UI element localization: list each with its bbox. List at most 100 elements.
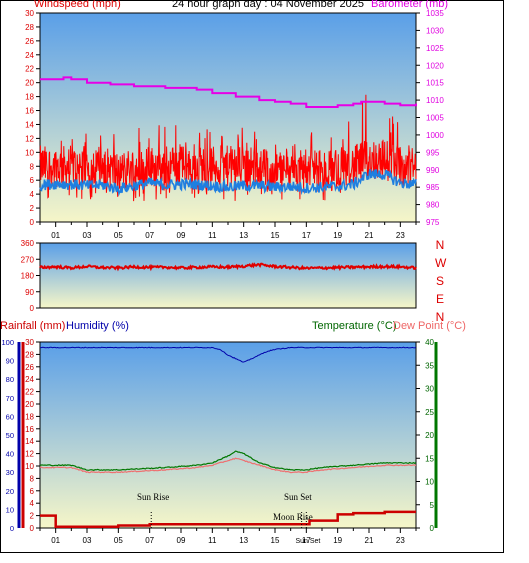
wind-x-label: 03 xyxy=(83,231,92,240)
temp-tick-label: 15 xyxy=(425,454,434,463)
humidity-axis-title: Humidity (%) xyxy=(66,320,129,332)
rain-tick-label: 4 xyxy=(30,499,35,508)
humidity-tick-label: 10 xyxy=(6,505,14,514)
wind-tick-label: 24 xyxy=(25,51,34,60)
wind-x-label: 19 xyxy=(333,231,342,240)
wind-tick-label: 26 xyxy=(25,37,34,46)
temperature-axis-title: Temperature (°C) xyxy=(312,320,397,332)
rain-tick-label: 16 xyxy=(25,425,34,434)
baro-tick-label: 1010 xyxy=(426,96,444,105)
wind-panel xyxy=(39,12,417,223)
baro-tick-label: 1035 xyxy=(426,9,444,18)
baro-tick-label: 1000 xyxy=(426,131,444,140)
baro-tick-label: 975 xyxy=(426,218,440,227)
rain-x-label: 03 xyxy=(83,536,92,545)
humidity-tick-label: 0 xyxy=(10,524,14,533)
wind-x-label: 09 xyxy=(177,231,186,240)
dir-tick-label: 270 xyxy=(21,255,35,264)
wind-tick-label: 4 xyxy=(30,190,35,199)
sun-set-axis-label: Sun Set xyxy=(295,538,320,545)
temp-tick-label: 5 xyxy=(430,501,435,510)
wind-x-label: 21 xyxy=(365,231,374,240)
sun-set-label: Sun Set xyxy=(284,492,312,502)
dir-label-w: W xyxy=(435,256,447,270)
average-wind-line xyxy=(39,169,417,197)
rain-tick-label: 10 xyxy=(25,462,34,471)
barometer-axis-title: Barometer (mb) xyxy=(371,0,449,10)
rain-x-label: 05 xyxy=(114,536,123,545)
wind-tick-label: 28 xyxy=(25,23,34,32)
temp-tick-label: 35 xyxy=(425,361,434,370)
temp-tick-label: 10 xyxy=(425,478,434,487)
wind-x-label: 11 xyxy=(208,231,217,240)
dir-tick-label: 360 xyxy=(21,239,35,248)
temp-tick-label: 25 xyxy=(425,408,434,417)
rain-tick-label: 0 xyxy=(30,524,35,533)
rain-x-label: 09 xyxy=(177,536,186,545)
wind-tick-label: 12 xyxy=(25,134,34,143)
wind-x-label: 17 xyxy=(302,231,311,240)
humidity-tick-label: 70 xyxy=(6,394,14,403)
windspeed-axis-title: Windspeed (mph) xyxy=(34,0,121,10)
baro-tick-label: 980 xyxy=(426,201,440,210)
baro-tick-label: 1025 xyxy=(426,44,444,53)
rain-x-label: 13 xyxy=(239,536,248,545)
rain-tick-label: 30 xyxy=(25,338,34,347)
dir-label-n2: N xyxy=(435,310,445,324)
humidity-tick-label: 20 xyxy=(6,487,14,496)
wind-x-label: 01 xyxy=(51,231,60,240)
baro-tick-label: 1030 xyxy=(426,26,444,35)
rain-x-label: 23 xyxy=(396,536,405,545)
rain-tick-label: 28 xyxy=(25,350,34,359)
wind-tick-label: 30 xyxy=(25,9,34,18)
direction-labels: N W S E N xyxy=(435,236,447,326)
wind-tick-label: 6 xyxy=(30,176,35,185)
dewpoint-axis-title: Dew Point (°C) xyxy=(393,320,466,332)
wind-x-label: 15 xyxy=(271,231,280,240)
humidity-tick-label: 30 xyxy=(6,468,14,477)
rain-tick-label: 12 xyxy=(25,450,34,459)
rain-tick-label: 18 xyxy=(25,412,34,421)
humidity-tick-label: 60 xyxy=(6,412,14,421)
humidity-tick-label: 80 xyxy=(6,375,14,384)
dir-label-s: S xyxy=(435,274,444,288)
baro-tick-label: 1020 xyxy=(426,61,444,70)
rain-x-label: 15 xyxy=(271,536,280,545)
rain-tick-label: 2 xyxy=(30,512,35,521)
rain-x-label: 07 xyxy=(145,536,154,545)
rainfall-axis-title: Rainfall (mm) xyxy=(0,320,66,332)
wind-x-label: 13 xyxy=(239,231,248,240)
dir-label-e: E xyxy=(435,292,444,306)
dewpoint-line xyxy=(39,457,417,474)
wind-tick-label: 10 xyxy=(25,148,34,157)
temp-tick-label: 40 xyxy=(425,338,434,347)
baro-tick-label: 985 xyxy=(426,183,440,192)
rain-x-label: 01 xyxy=(51,536,60,545)
dir-tick-label: 180 xyxy=(21,272,35,281)
wind-tick-label: 20 xyxy=(25,79,34,88)
rain-x-label: 21 xyxy=(365,536,374,545)
temp-tick-label: 30 xyxy=(425,385,434,394)
humidity-tick-label: 40 xyxy=(6,450,14,459)
wind-tick-label: 2 xyxy=(30,204,35,213)
direction-panel xyxy=(39,242,417,309)
humidity-line xyxy=(39,346,417,363)
wind-tick-label: 8 xyxy=(30,162,35,171)
dir-label-n: N xyxy=(435,238,445,252)
baro-tick-label: 1005 xyxy=(426,114,444,123)
dir-tick-label: 0 xyxy=(30,304,35,313)
wind-tick-label: 18 xyxy=(25,93,34,102)
humidity-tick-label: 50 xyxy=(6,431,14,440)
rain-tick-label: 6 xyxy=(30,487,35,496)
wind-tick-label: 22 xyxy=(25,65,34,74)
sun-rise-label: Sun Rise xyxy=(137,492,170,502)
rain-x-label: 11 xyxy=(208,536,217,545)
baro-tick-label: 1015 xyxy=(426,79,444,88)
wind-tick-label: 16 xyxy=(25,107,34,116)
temp-tick-label: 20 xyxy=(425,431,434,440)
rain-tick-label: 24 xyxy=(25,375,34,384)
wind-x-label: 05 xyxy=(114,231,123,240)
humidity-tick-label: 90 xyxy=(6,357,14,366)
rain-x-label: 19 xyxy=(333,536,342,545)
wind-x-label: 07 xyxy=(145,231,154,240)
